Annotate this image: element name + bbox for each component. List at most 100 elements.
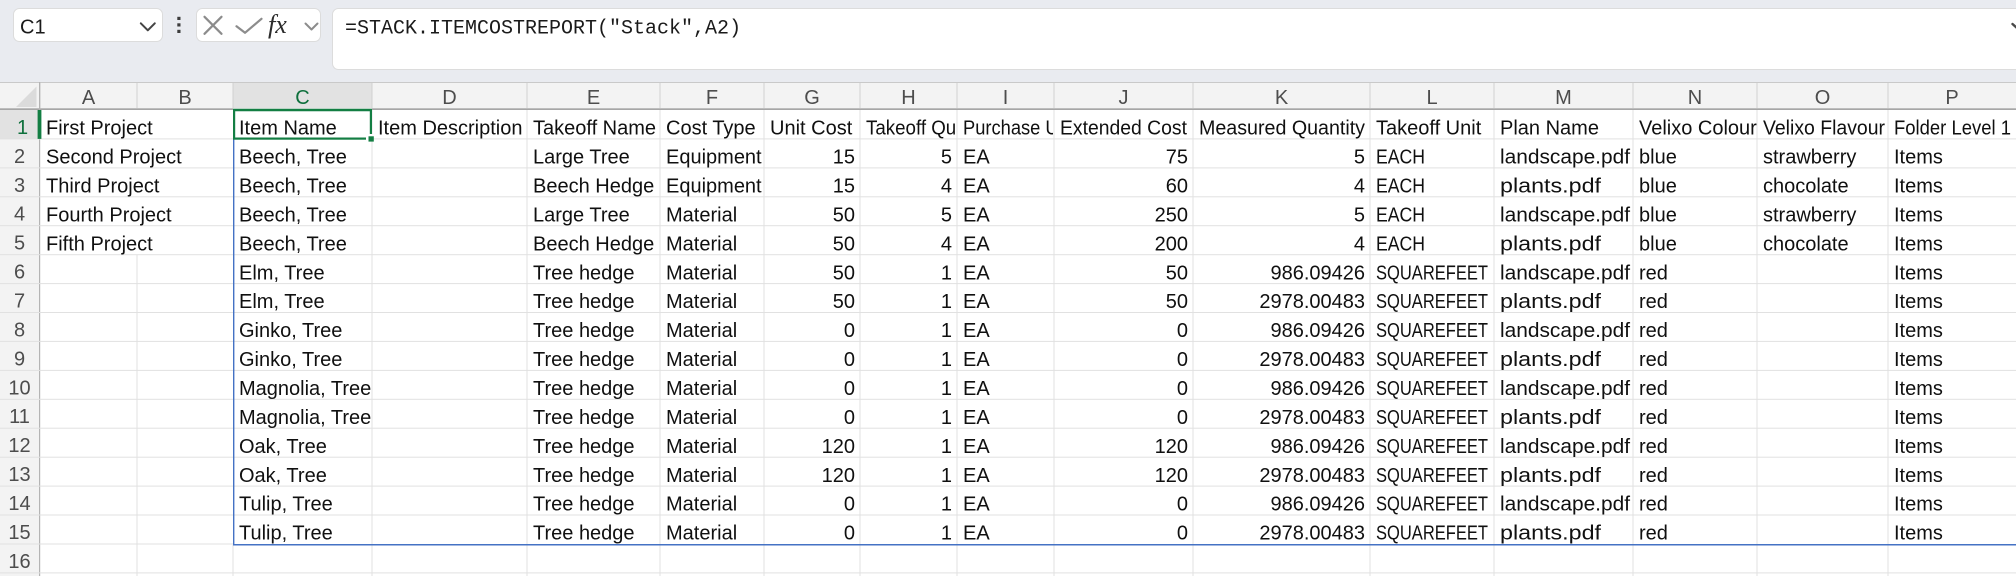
svg-text:strawberry: strawberry: [1763, 147, 1856, 169]
svg-text:Items: Items: [1894, 147, 1943, 169]
svg-text:Items: Items: [1894, 204, 1943, 226]
svg-text:5: 5: [941, 147, 952, 169]
svg-text:1: 1: [941, 291, 952, 313]
svg-text:landscape.pdf: landscape.pdf: [1500, 204, 1630, 226]
svg-text:EA: EA: [963, 436, 990, 458]
svg-text:Tree hedge: Tree hedge: [533, 523, 635, 545]
svg-text:5: 5: [1354, 204, 1365, 226]
svg-text:0: 0: [1177, 378, 1188, 400]
svg-text:5: 5: [1354, 147, 1365, 169]
svg-text:SQUAREFEET: SQUAREFEET: [1376, 494, 1488, 516]
svg-text:F: F: [706, 87, 718, 109]
svg-text:EA: EA: [963, 349, 990, 371]
svg-text:Items: Items: [1894, 407, 1943, 429]
svg-text:D: D: [442, 87, 456, 109]
svg-text:1: 1: [941, 494, 952, 516]
svg-text:2978.00483: 2978.00483: [1259, 407, 1365, 429]
svg-text:Oak, Tree: Oak, Tree: [239, 436, 327, 458]
svg-text:EACH: EACH: [1376, 176, 1425, 198]
svg-text:120: 120: [1155, 436, 1188, 458]
svg-text:red: red: [1639, 291, 1668, 313]
svg-text:200: 200: [1155, 233, 1188, 255]
svg-text:Takeoff Name: Takeoff Name: [533, 118, 656, 140]
svg-text:Elm, Tree: Elm, Tree: [239, 291, 325, 313]
svg-text:2978.00483: 2978.00483: [1259, 291, 1365, 313]
svg-text:Elm, Tree: Elm, Tree: [239, 262, 325, 284]
svg-text:Tree hedge: Tree hedge: [533, 320, 635, 342]
svg-text:10: 10: [8, 377, 30, 399]
svg-text:120: 120: [822, 465, 855, 487]
svg-text:SQUAREFEET: SQUAREFEET: [1376, 262, 1488, 284]
svg-text:G: G: [804, 87, 820, 109]
svg-text:4: 4: [1354, 233, 1365, 255]
svg-text:1: 1: [941, 262, 952, 284]
svg-text:986.09426: 986.09426: [1270, 320, 1365, 342]
svg-text:0: 0: [844, 407, 855, 429]
svg-text:SQUAREFEET: SQUAREFEET: [1376, 349, 1488, 371]
svg-text:Oak, Tree: Oak, Tree: [239, 465, 327, 487]
svg-text:red: red: [1639, 349, 1668, 371]
svg-text:red: red: [1639, 494, 1668, 516]
svg-text:0: 0: [844, 349, 855, 371]
svg-text:Unit Cost: Unit Cost: [770, 118, 853, 140]
svg-text:EA: EA: [963, 147, 990, 169]
svg-text:Third Project: Third Project: [46, 176, 160, 198]
svg-text:1: 1: [17, 117, 28, 139]
svg-text:0: 0: [844, 320, 855, 342]
svg-text:2978.00483: 2978.00483: [1259, 465, 1365, 487]
svg-text:Tree hedge: Tree hedge: [533, 262, 635, 284]
svg-text:Extended Cost: Extended Cost: [1060, 118, 1187, 140]
svg-text:landscape.pdf: landscape.pdf: [1500, 494, 1630, 516]
svg-text:EA: EA: [963, 176, 990, 198]
svg-text:4: 4: [14, 204, 25, 226]
svg-text:5: 5: [941, 204, 952, 226]
svg-text:EA: EA: [963, 262, 990, 284]
svg-text:15: 15: [833, 176, 855, 198]
svg-text:Items: Items: [1894, 378, 1943, 400]
svg-text:N: N: [1688, 87, 1702, 109]
svg-text:L: L: [1426, 87, 1437, 109]
svg-text:Material: Material: [666, 436, 737, 458]
svg-text:Items: Items: [1894, 349, 1943, 371]
svg-text:red: red: [1639, 378, 1668, 400]
svg-text:16: 16: [8, 551, 30, 573]
svg-text:Velixo Colour: Velixo Colour: [1639, 118, 1757, 140]
svg-text:50: 50: [1166, 262, 1188, 284]
svg-text:6: 6: [14, 262, 25, 284]
svg-text:60: 60: [1166, 176, 1188, 198]
svg-text:Items: Items: [1894, 176, 1943, 198]
svg-text:50: 50: [833, 291, 855, 313]
svg-text:1: 1: [941, 378, 952, 400]
svg-text:Beech Hedge: Beech Hedge: [533, 176, 654, 198]
svg-text:J: J: [1119, 87, 1129, 109]
svg-text:blue: blue: [1639, 147, 1677, 169]
svg-text:Beech, Tree: Beech, Tree: [239, 176, 347, 198]
svg-text:Material: Material: [666, 291, 737, 313]
svg-text:50: 50: [833, 262, 855, 284]
svg-text:plants.pdf: plants.pdf: [1500, 233, 1602, 255]
svg-text:EA: EA: [963, 291, 990, 313]
svg-text:Equipment: Equipment: [666, 176, 762, 198]
svg-text:fx: fx: [268, 10, 287, 39]
svg-text:red: red: [1639, 465, 1668, 487]
svg-text:EA: EA: [963, 204, 990, 226]
svg-text:plants.pdf: plants.pdf: [1500, 465, 1602, 487]
svg-text:Beech, Tree: Beech, Tree: [239, 147, 347, 169]
svg-text:7: 7: [14, 291, 25, 313]
svg-text:landscape.pdf: landscape.pdf: [1500, 320, 1630, 342]
svg-text:0: 0: [844, 378, 855, 400]
svg-text:O: O: [1815, 87, 1831, 109]
svg-text:strawberry: strawberry: [1763, 204, 1856, 226]
svg-text:Item Name: Item Name: [239, 118, 337, 140]
svg-text:15: 15: [833, 147, 855, 169]
svg-text:EACH: EACH: [1376, 204, 1425, 226]
svg-text:B: B: [178, 87, 191, 109]
svg-text:plants.pdf: plants.pdf: [1500, 349, 1602, 371]
svg-text:Tulip, Tree: Tulip, Tree: [239, 523, 333, 545]
svg-text:Folder Level 1: Folder Level 1: [1894, 118, 2011, 140]
svg-text:0: 0: [1177, 523, 1188, 545]
svg-text:Items: Items: [1894, 523, 1943, 545]
svg-text:986.09426: 986.09426: [1270, 494, 1365, 516]
svg-text:SQUAREFEET: SQUAREFEET: [1376, 378, 1488, 400]
svg-text:Tree hedge: Tree hedge: [533, 291, 635, 313]
